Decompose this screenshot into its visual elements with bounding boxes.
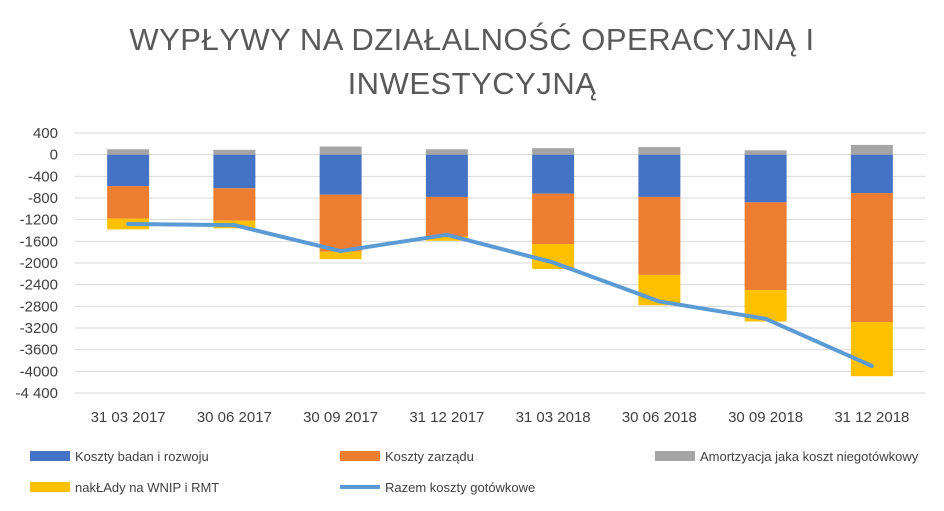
legend-label: Koszty badan i rozwoju [75, 449, 209, 464]
bars [107, 144, 893, 377]
chart-title: WYPŁYWY NA DZIAŁALNOŚĆ OPERACYJNĄ I INWE… [0, 18, 944, 106]
bar-segment-series-3-cat-4 [532, 244, 575, 269]
chart-title-line-2: INWESTYCYJNĄ [347, 66, 597, 101]
bar-segment-series-2-cat-3 [425, 149, 468, 155]
y-tick-label: 400 [33, 125, 58, 142]
legend-label: Koszty zarządu [385, 449, 474, 464]
x-tick-label: 30 06 2017 [197, 409, 272, 426]
gridlines [75, 132, 925, 394]
chart-title-line-1: WYPŁYWY NA DZIAŁALNOŚĆ OPERACYJNĄ I [129, 22, 815, 57]
bar-segment-series-1-cat-6 [744, 202, 787, 291]
bar-segment-series-0-cat-6 [744, 154, 787, 203]
x-tick-label: 30 09 2018 [728, 409, 803, 426]
y-tick-label: -1200 [20, 212, 58, 229]
total-line [126, 222, 874, 368]
bar-segment-series-0-cat-1 [213, 154, 256, 189]
legend-label: nakŁAdy na WNIP i RMT [75, 480, 219, 495]
legend-swatch [30, 482, 70, 492]
bar-segment-series-2-cat-4 [532, 148, 575, 155]
bar-segment-series-1-cat-1 [213, 188, 256, 221]
bar-segment-series-1-cat-4 [532, 193, 575, 245]
bar-segment-series-0-cat-5 [638, 154, 681, 197]
bar-segment-series-0-cat-7 [850, 154, 893, 194]
bar-segment-series-0-cat-2 [319, 154, 362, 195]
y-tick-label: -400 [28, 168, 58, 185]
bar-segment-series-0-cat-4 [532, 154, 575, 194]
bar-segment-series-3-cat-2 [319, 251, 362, 260]
legend-swatch [655, 451, 695, 461]
y-tick-label: -2000 [20, 255, 58, 272]
legend: Koszty badan i rozwoju Koszty zarządu Amor… [30, 449, 919, 495]
legend-label: Amortzyacja jaka koszt niegotówkowy [700, 449, 919, 464]
legend-label: Razem koszty gotówkowe [385, 480, 535, 495]
bar-segment-series-1-cat-7 [850, 193, 893, 323]
x-axis-ticks: 31 03 2017 30 06 2017 30 09 2017 31 12 2017… [91, 409, 910, 426]
y-tick-label: -1600 [20, 233, 58, 250]
y-tick-label: -4 400 [15, 385, 58, 402]
bar-segment-series-3-cat-7 [850, 322, 893, 377]
x-tick-label: 30 06 2018 [622, 409, 697, 426]
bar-segment-series-2-cat-2 [319, 146, 362, 155]
x-tick-label: 30 09 2017 [303, 409, 378, 426]
bar-segment-series-1-cat-5 [638, 196, 681, 275]
bar-segment-series-2-cat-1 [213, 149, 256, 155]
bar-segment-series-2-cat-6 [744, 150, 787, 155]
bar-segment-series-0-cat-0 [107, 154, 150, 187]
bar-segment-series-2-cat-5 [638, 147, 681, 155]
x-tick-label: 31 12 2017 [409, 409, 484, 426]
bar-segment-series-2-cat-7 [850, 144, 893, 155]
y-tick-label: -3200 [20, 320, 58, 337]
y-tick-label: -4000 [20, 363, 58, 380]
y-tick-label: -2400 [20, 277, 58, 294]
y-tick-label: -3600 [20, 342, 58, 359]
legend-swatch [340, 451, 380, 461]
legend-swatch [30, 451, 70, 461]
bar-segment-series-3-cat-3 [425, 236, 468, 241]
bar-segment-series-1-cat-0 [107, 186, 150, 219]
bar-segment-series-0-cat-3 [425, 154, 468, 197]
y-tick-label: -800 [28, 190, 58, 207]
line-series-4 [126, 222, 874, 368]
x-tick-label: 31 03 2017 [91, 409, 166, 426]
bar-segment-series-2-cat-0 [107, 149, 150, 155]
y-tick-label: 0 [50, 147, 58, 164]
bar-segment-series-1-cat-2 [319, 194, 362, 252]
bar-segment-series-1-cat-3 [425, 196, 468, 237]
y-axis-ticks: 400 0 -400 -800 -1200 -1600 -2000 -2400 -2800 -32… [15, 125, 58, 402]
x-tick-label: 31 12 2018 [834, 409, 909, 426]
x-tick-label: 31 03 2018 [516, 409, 591, 426]
y-tick-label: -2800 [20, 298, 58, 315]
